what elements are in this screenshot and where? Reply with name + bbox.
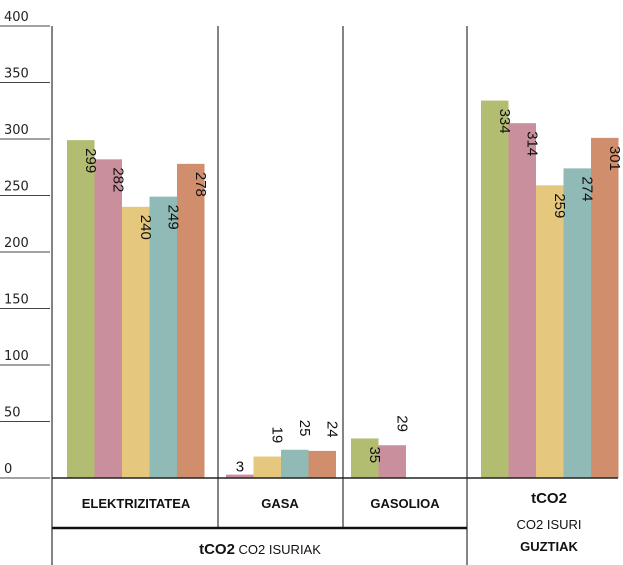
bar-value-label: 3 bbox=[236, 459, 244, 476]
y-tick-label: 350 bbox=[4, 67, 29, 82]
category-label-elektrizitatea: ELEKTRIZITATEA bbox=[82, 496, 191, 511]
y-tick-label: 100 bbox=[4, 349, 29, 364]
bar-value-label: 334 bbox=[496, 109, 513, 134]
bar-value-label: 278 bbox=[192, 172, 209, 197]
y-axis: 0 50 100 150 200 250 300 350 400 bbox=[4, 10, 29, 477]
bar bbox=[508, 123, 536, 479]
y-tick-label: 200 bbox=[4, 236, 29, 251]
footer-text: tCO2 CO2 ISURIAK bbox=[199, 541, 321, 558]
bar-value-label: 240 bbox=[137, 215, 154, 240]
footer-label: tCO2 CO2 ISURIAK bbox=[199, 541, 321, 558]
bar-value-label: 29 bbox=[393, 415, 410, 432]
category-label-tco2: tCO2 bbox=[531, 490, 567, 507]
bar bbox=[563, 168, 591, 478]
bar bbox=[122, 206, 150, 479]
bar-value-label: 301 bbox=[606, 146, 623, 171]
bar-value-label: 282 bbox=[109, 167, 126, 192]
grid-lines bbox=[0, 25, 50, 479]
bar bbox=[67, 140, 95, 478]
y-tick-label: 150 bbox=[4, 293, 29, 308]
bar-value-label: 35 bbox=[366, 446, 383, 463]
category-sublabel-co2-isuri: CO2 ISURI bbox=[516, 517, 581, 532]
y-tick-label: 250 bbox=[4, 180, 29, 195]
bar-value-label: 25 bbox=[296, 420, 313, 437]
bar bbox=[226, 474, 254, 478]
bar-value-label: 249 bbox=[164, 205, 181, 230]
bar bbox=[378, 445, 406, 478]
y-tick-label: 400 bbox=[4, 10, 29, 25]
bar-value-label: 259 bbox=[551, 193, 568, 218]
bar bbox=[149, 196, 177, 478]
category-label-gasa: GASA bbox=[261, 496, 299, 511]
y-tick-label: 50 bbox=[4, 406, 21, 421]
bar-value-label: 24 bbox=[323, 421, 340, 438]
footer-bold: tCO2 bbox=[199, 541, 235, 558]
y-tick-label: 300 bbox=[4, 123, 29, 138]
bars bbox=[67, 100, 619, 479]
bar-value-label: 274 bbox=[578, 176, 595, 201]
y-tick-label: 0 bbox=[4, 462, 12, 477]
bar bbox=[591, 137, 619, 478]
bar bbox=[94, 159, 122, 478]
bar-value-label: 314 bbox=[523, 131, 540, 156]
bar-value-label: 299 bbox=[82, 148, 99, 173]
bar bbox=[481, 100, 509, 478]
bar bbox=[177, 163, 205, 479]
chart-frame bbox=[51, 26, 618, 565]
bar bbox=[308, 450, 336, 478]
bar bbox=[253, 456, 281, 478]
bar bbox=[536, 185, 564, 478]
bar bbox=[281, 449, 309, 478]
footer-normal: CO2 ISURIAK bbox=[239, 542, 322, 557]
value-labels: 299 282 240 249 278 3 19 25 24 35 29 334 314 259 274 30… bbox=[82, 109, 623, 476]
bar-value-label: 19 bbox=[268, 427, 285, 444]
category-sublabel-guztiak: GUZTIAK bbox=[520, 539, 578, 554]
bar bbox=[351, 438, 379, 478]
category-label-gasolioa: GASOLIOA bbox=[370, 496, 440, 511]
category-labels: ELEKTRIZITATEA GASA GASOLIOA tCO2 CO2 IS… bbox=[82, 490, 582, 554]
